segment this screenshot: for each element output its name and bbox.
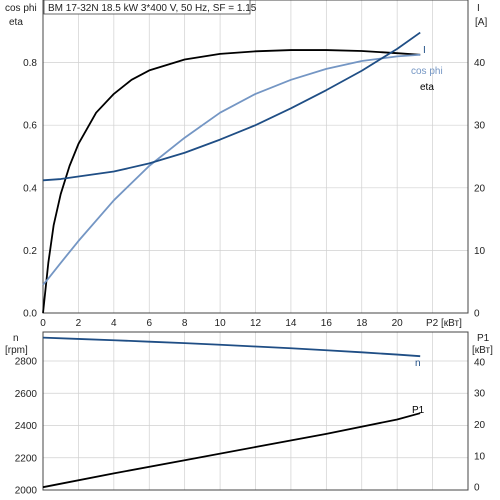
right-tick-label: 40 — [474, 58, 486, 69]
bottom-left-axis-label-n: n — [13, 333, 19, 344]
left-tick-label: 2400 — [15, 421, 38, 432]
right-tick-label: 20 — [474, 420, 486, 431]
left-tick-label: 2600 — [15, 389, 38, 400]
bottom-chart-series — [42, 336, 421, 489]
series-line-p1 — [42, 412, 421, 489]
bottom-chart-grid — [43, 332, 468, 490]
left-axis-label-cosphi: cos phi — [5, 3, 37, 14]
right-axis-label-i: I — [477, 3, 480, 14]
x-axis-label: P2 [кВт] — [426, 318, 462, 329]
x-tick-label: 8 — [182, 318, 188, 329]
series-line-i — [42, 31, 421, 182]
bottom-right-tick-labels: 0 10 20 30 40 — [474, 357, 486, 493]
series-label-cosphi: cos phi — [411, 66, 443, 77]
left-tick-label: 2200 — [15, 453, 38, 464]
right-tick-label: 0 — [474, 483, 480, 494]
left-tick-label: 0.0 — [23, 309, 37, 320]
top-x-tick-labels: 0 2 4 6 8 10 12 14 16 18 20 — [40, 318, 403, 329]
series-line-n — [42, 336, 421, 358]
x-tick-label: 6 — [146, 318, 152, 329]
series-label-n: n — [415, 358, 421, 369]
right-axis-label-unit-a: [A] — [475, 17, 487, 28]
right-tick-label: 30 — [474, 389, 486, 400]
bottom-right-axis-label-p1: P1 — [477, 333, 490, 344]
left-tick-label: 0.6 — [23, 121, 37, 132]
series-label-i: I — [423, 45, 426, 56]
left-axis-label-eta: eta — [9, 17, 23, 28]
series-label-p1: P1 — [412, 405, 425, 416]
top-right-tick-labels: 0 10 20 30 40 — [474, 58, 486, 319]
top-chart-series — [42, 31, 421, 314]
x-tick-label: 12 — [250, 318, 262, 329]
left-tick-label: 2000 — [15, 486, 38, 497]
top-chart-frame — [42, 0, 469, 314]
x-tick-label: 0 — [40, 318, 46, 329]
chart-title: BM 17-32N 18.5 kW 3*400 V, 50 Hz, SF = 1… — [48, 3, 257, 14]
bottom-left-axis-label-rpm: [rpm] — [5, 345, 28, 356]
x-tick-label: 2 — [76, 318, 82, 329]
x-tick-label: 4 — [111, 318, 117, 329]
right-tick-label: 40 — [474, 357, 486, 368]
series-label-eta: eta — [420, 82, 434, 93]
x-tick-label: 18 — [356, 318, 368, 329]
bottom-left-tick-labels: 2000 2200 2400 2600 2800 — [15, 357, 38, 497]
x-tick-label: 20 — [392, 318, 404, 329]
x-tick-label: 16 — [321, 318, 333, 329]
left-tick-label: 0.8 — [23, 58, 37, 69]
top-left-tick-labels: 0.0 0.2 0.4 0.6 0.8 — [23, 58, 37, 319]
series-line-eta — [42, 49, 421, 314]
x-tick-label: 10 — [215, 318, 227, 329]
bottom-right-axis-label-kw: [кВт] — [472, 345, 493, 356]
right-tick-label: 10 — [474, 451, 486, 462]
left-tick-label: 2800 — [15, 357, 38, 368]
left-tick-label: 0.2 — [23, 246, 37, 257]
right-tick-label: 0 — [474, 309, 480, 320]
title-box — [43, 0, 251, 15]
right-tick-label: 10 — [474, 246, 486, 257]
series-line-cos-phi — [42, 53, 421, 286]
bottom-chart-frame — [42, 331, 469, 491]
right-tick-label: 30 — [474, 121, 486, 132]
right-tick-label: 20 — [474, 183, 486, 194]
x-tick-label: 14 — [285, 318, 297, 329]
left-tick-label: 0.4 — [23, 183, 37, 194]
